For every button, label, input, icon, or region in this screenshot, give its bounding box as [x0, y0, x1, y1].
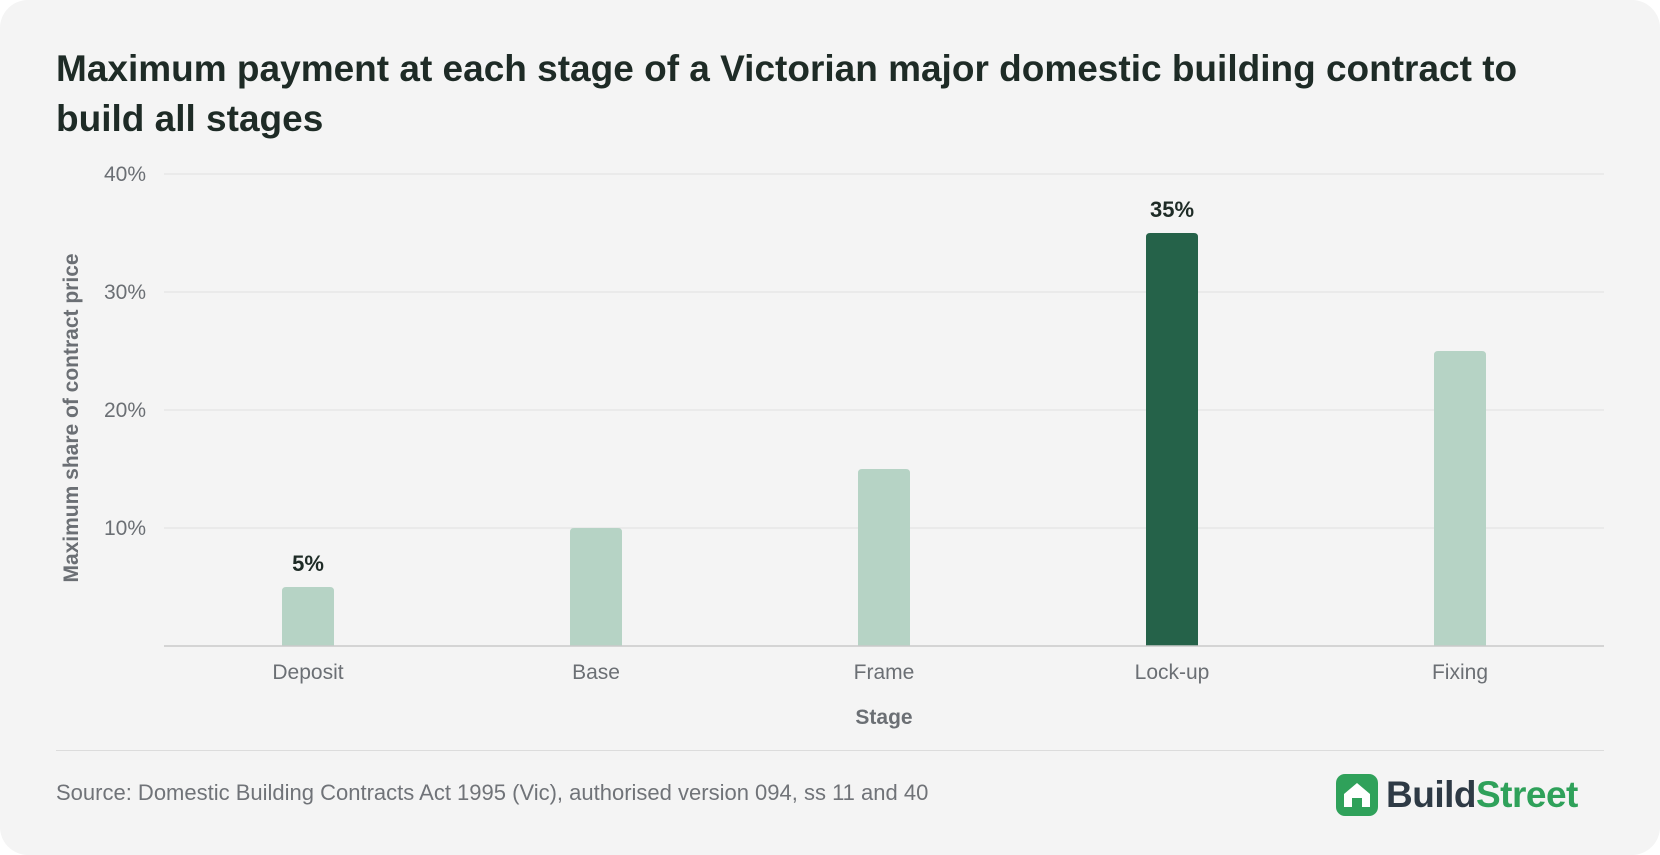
chart-title: Maximum payment at each stage of a Victo… [56, 48, 1518, 139]
x-tick-label: Lock-up [1135, 661, 1210, 684]
bar-frame [858, 469, 910, 646]
data-label: 35% [1150, 197, 1194, 222]
footer-divider [56, 750, 1604, 751]
x-tick-label: Fixing [1432, 661, 1488, 684]
y-tick-label: 30% [104, 281, 146, 304]
bar-deposit [282, 587, 334, 646]
source-note: Source: Domestic Building Contracts Act … [56, 780, 929, 805]
y-tick-label: 10% [104, 517, 146, 540]
bar-lock-up [1146, 233, 1198, 646]
logo-text-build: Build [1386, 774, 1476, 815]
data-labels: 5% 35% [292, 197, 1194, 576]
x-axis-ticks: Deposit Base Frame Lock-up Fixing [272, 661, 1488, 684]
buildstreet-logo: BuildStreet [1336, 772, 1578, 818]
y-axis-title: Maximum share of contract price [60, 253, 83, 582]
y-axis-ticks: 10% 20% 30% 40% [104, 163, 146, 540]
bar-fixing [1434, 351, 1486, 646]
bar-chart: 5% 35% 10% 20% 30% 40% Deposit Base Frame Lock-… [60, 163, 1604, 729]
bars [282, 233, 1486, 646]
data-label: 5% [292, 551, 324, 576]
house-icon [1336, 774, 1378, 816]
logo-text-street: Street [1475, 774, 1578, 815]
x-tick-label: Deposit [272, 661, 343, 684]
x-tick-label: Base [572, 661, 620, 684]
x-axis-title: Stage [855, 706, 912, 729]
logo-wordmark: BuildStreet [1386, 774, 1578, 816]
y-tick-label: 40% [104, 163, 146, 186]
bar-base [570, 528, 622, 646]
y-tick-label: 20% [104, 399, 146, 422]
x-tick-label: Frame [854, 661, 915, 684]
